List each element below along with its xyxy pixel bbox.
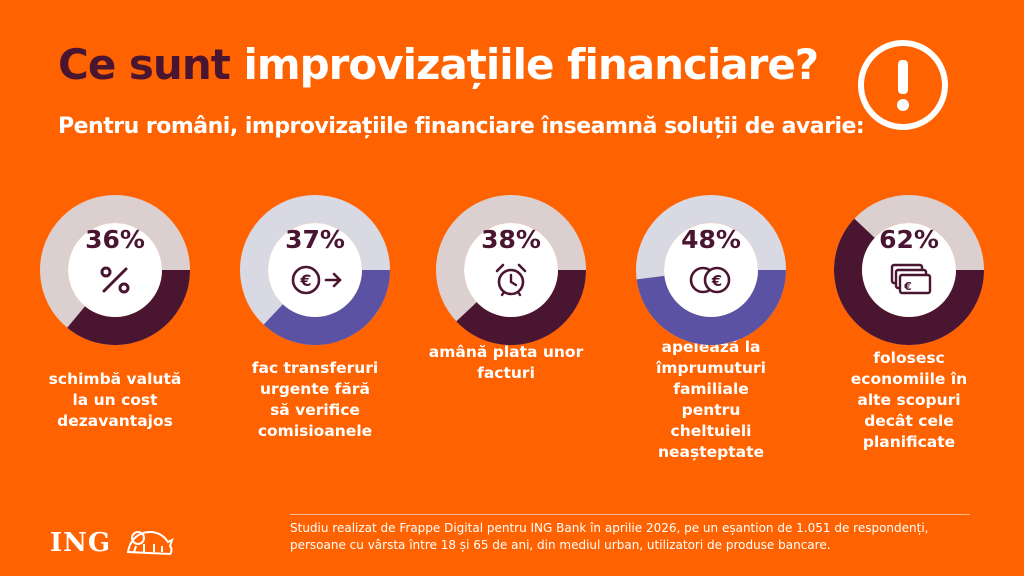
- title-part-white: improvizațiile financiare?: [243, 40, 819, 89]
- title-part-dark: Ce sunt: [58, 40, 244, 89]
- percent-icon: [100, 266, 130, 294]
- svg-text:€: €: [299, 271, 311, 290]
- stat-description: folosesc economiile în alte scopuri decâ…: [850, 348, 968, 451]
- footer-note: Studiu realizat de Frappe Digital pentru…: [290, 520, 928, 554]
- alarm-clock-icon: [495, 263, 527, 297]
- stat-card-3: amână plata unor facturi 38%: [429, 195, 626, 485]
- donut-value-arc: [456, 269, 586, 345]
- stat-description-box: apelează la împrumuturi familiale pentru…: [636, 315, 786, 465]
- svg-text:€: €: [903, 280, 912, 293]
- euro-transfer-icon: €: [291, 265, 342, 295]
- stat-percent: 62%: [879, 225, 939, 254]
- ing-logo: ING: [50, 528, 112, 558]
- footer-line-1: Studiu realizat de Frappe Digital pentru…: [290, 521, 929, 535]
- stat-percent: 48%: [681, 225, 741, 254]
- donut-value-arc: [834, 218, 984, 345]
- donut-value-arc: [67, 269, 190, 345]
- stat-description-box: fac transferuri urgente fără să verifice…: [240, 315, 390, 465]
- stat-description-box: amână plata unor facturi: [420, 335, 592, 391]
- stat-card-2: fac transferuri urgente fără să verifice…: [240, 195, 430, 485]
- page-title: Ce sunt improvizațiile financiare?: [58, 40, 819, 89]
- stat-description-box: folosesc economiile în alte scopuri decâ…: [834, 315, 984, 465]
- footer-line-2: persoane cu vârsta între 18 și 65 de ani…: [290, 538, 831, 552]
- stat-description: apelează la împrumuturi familiale pentru…: [656, 338, 766, 461]
- stat-description: amână plata unor facturi: [428, 343, 584, 382]
- stat-description-box: schimbă valută la un cost dezavantajos: [40, 315, 190, 465]
- stat-description: fac transferuri urgente fără să verifice…: [251, 359, 379, 440]
- stat-card-5: folosesc economiile în alte scopuri decâ…: [834, 195, 1024, 485]
- page-subtitle: Pentru români, improvizațiile financiare…: [58, 114, 865, 139]
- stat-card-4: apelează la împrumuturi familiale pentru…: [636, 195, 826, 485]
- svg-text:€: €: [711, 272, 722, 290]
- stat-percent: 38%: [481, 225, 541, 254]
- donut-chart: [40, 195, 190, 345]
- footer-divider: [290, 514, 970, 515]
- donut-value-arc: [636, 269, 786, 345]
- stat-percent: 37%: [285, 225, 345, 254]
- lion-icon: [126, 530, 174, 556]
- coins-icon: €: [689, 266, 731, 294]
- stat-description: schimbă valută la un cost dezavantajos: [48, 369, 182, 430]
- donut-chart: [436, 195, 586, 345]
- exclamation-icon: [858, 40, 948, 130]
- stat-card-1: schimbă valută la un cost dezavantajos 3…: [40, 195, 230, 485]
- donut-value-arc: [263, 269, 390, 345]
- stat-percent: 36%: [85, 225, 145, 254]
- donut-center: [68, 223, 162, 317]
- banknotes-icon: €: [890, 263, 932, 295]
